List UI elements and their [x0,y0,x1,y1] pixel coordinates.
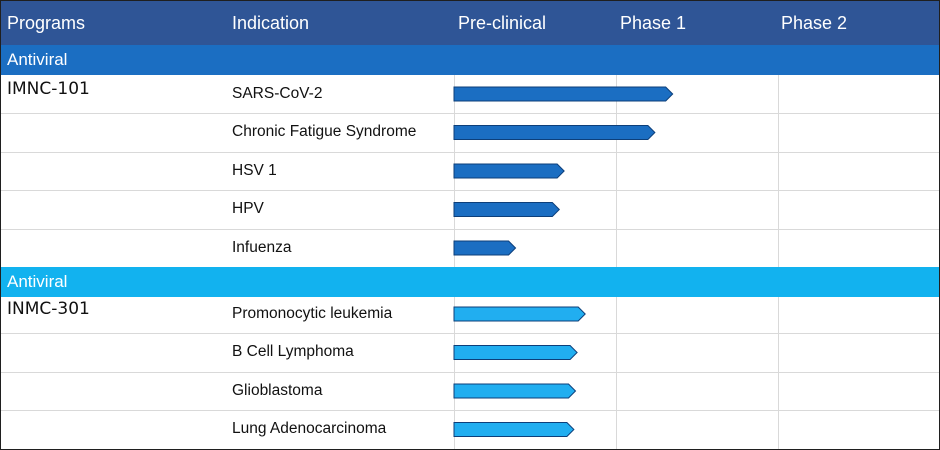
header-phase1: Phase 1 [620,13,687,33]
table-row: Glioblastoma [1,372,939,410]
table-row: INMC-301 Promonocytic leukemia [1,295,939,333]
indication-label: SARS-CoV-2 [232,85,323,102]
progress-bar [453,383,577,399]
table-row: B Cell Lymphoma [1,333,939,371]
section-band-2: Antiviral [1,267,939,297]
indication-label: Infuenza [232,239,292,256]
indication-label: Glioblastoma [232,382,323,399]
header-programs: Programs [7,13,86,33]
indication-label: HPV [232,200,264,217]
section-band-1: Antiviral [1,45,939,75]
indication-label: B Cell Lymphoma [232,343,354,360]
progress-bar [453,86,674,102]
header-phase2: Phase 2 [781,13,848,33]
indication-label: Promonocytic leukemia [232,305,393,322]
program-label-2: INMC-301 [7,299,90,319]
table-row: HSV 1 [1,152,939,190]
section-label-2: Antiviral [7,272,68,291]
indication-label: HSV 1 [232,162,277,179]
table-row: HPV [1,190,939,228]
indication-label: Lung Adenocarcinoma [232,420,387,437]
progress-bar [453,163,565,179]
progress-bar [453,306,586,322]
header-indication: Indication [232,13,310,33]
progress-bar [453,345,578,360]
progress-bar [453,240,517,256]
section-label-1: Antiviral [7,50,68,69]
progress-bar [453,422,575,437]
table-row: Chronic Fatigue Syndrome [1,113,939,151]
header-preclinical: Pre-clinical [458,13,547,33]
table-row: Lung Adenocarcinoma [1,410,939,448]
progress-bar [453,125,656,140]
header-row: Programs Indication Pre-clinical Phase 1… [1,1,939,45]
progress-bar [453,202,561,217]
table-row: Infuenza [1,229,939,267]
program-label-1: IMNC-101 [7,79,90,99]
table-row: IMNC-101 SARS-CoV-2 [1,75,939,113]
indication-label: Chronic Fatigue Syndrome [232,123,417,140]
